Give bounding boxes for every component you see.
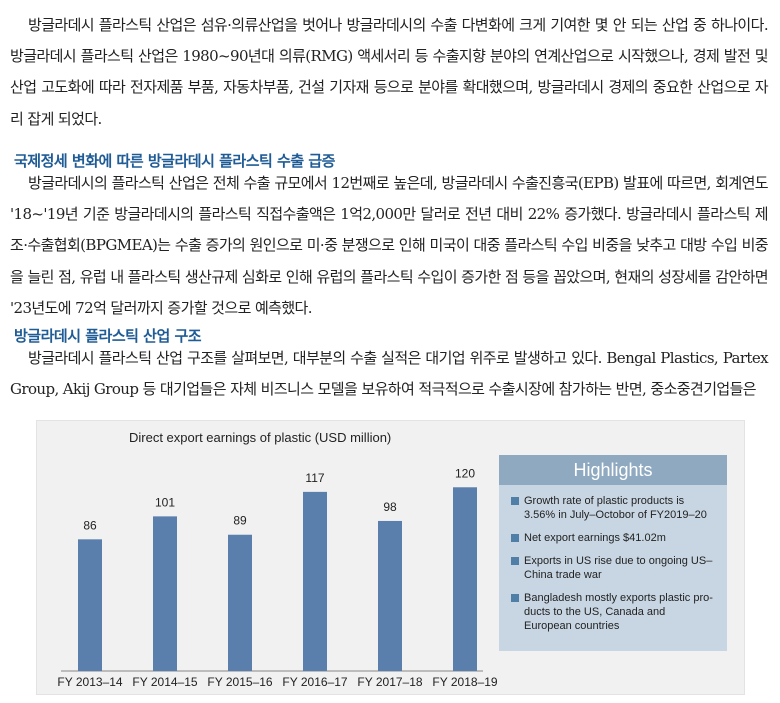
highlight-item: Bangladesh mostly exports plastic pro-du… [511,591,715,633]
highlight-text: Growth rate of plastic products is 3.56%… [524,495,707,521]
bar-value-label: 98 [383,500,397,514]
square-bullet-icon [511,534,519,542]
highlight-item: Net export earnings $41.02m [511,531,715,545]
x-tick-label: FY 2014–15 [132,675,197,689]
highlight-text: Bangladesh mostly exports plastic pro-du… [524,592,713,632]
bar-value-label: 120 [455,466,475,480]
bars-group: 86 FY 2013–14 101 FY 2014–15 89 FY 2015–16 117… [57,466,497,689]
intro-paragraph: 방글라데시 플라스틱 산업은 섬유·의류산업을 벗어나 방글라데시의 수출 다변… [10,16,769,128]
bar-4 [378,520,402,671]
section1-heading: 국제정세 변화에 따른 방글라데시 플라스틱 수출 급증 [14,152,335,170]
section1-paragraph: 방글라데시의 플라스틱 산업은 전체 수출 규모에서 12번째로 높은데, 방글… [10,174,769,317]
bar-value-label: 86 [83,518,97,532]
highlights-list: Growth rate of plastic products is 3.56%… [499,485,727,633]
highlights-box: Highlights Growth rate of plastic produc… [499,455,727,651]
square-bullet-icon [511,594,519,602]
bar-value-label: 89 [233,514,247,528]
x-tick-label: FY 2017–18 [357,675,422,689]
bar-chart: Direct export earnings of plastic (USD m… [57,430,497,689]
x-tick-label: FY 2016–17 [282,675,347,689]
square-bullet-icon [511,497,519,505]
highlight-text: Exports in US rise due to ongoing US–Chi… [524,555,713,581]
highlights-title: Highlights [499,455,727,485]
x-tick-label: FY 2015–16 [207,675,272,689]
bar-1 [153,516,177,671]
bar-3 [303,491,327,671]
highlight-item: Exports in US rise due to ongoing US–Chi… [511,554,715,582]
highlight-item: Growth rate of plastic products is 3.56%… [511,494,715,522]
section2-heading: 방글라데시 플라스틱 산업 구조 [14,327,202,345]
highlight-text: Net export earnings $41.02m [524,532,666,544]
bar-value-label: 101 [155,495,175,509]
chart-title: Direct export earnings of plastic (USD m… [129,430,391,445]
x-tick-label: FY 2018–19 [432,675,497,689]
section2-paragraph: 방글라데시 플라스틱 산업 구조를 살펴보면, 대부분의 수출 실적은 대기업 … [10,349,769,399]
x-tick-label: FY 2013–14 [57,675,122,689]
bar-0 [78,539,102,671]
bar-5 [453,487,477,671]
bar-value-label: 117 [305,471,324,485]
export-chart-figure: Direct export earnings of plastic (USD m… [36,420,745,695]
square-bullet-icon [511,557,519,565]
bar-2 [228,534,252,671]
